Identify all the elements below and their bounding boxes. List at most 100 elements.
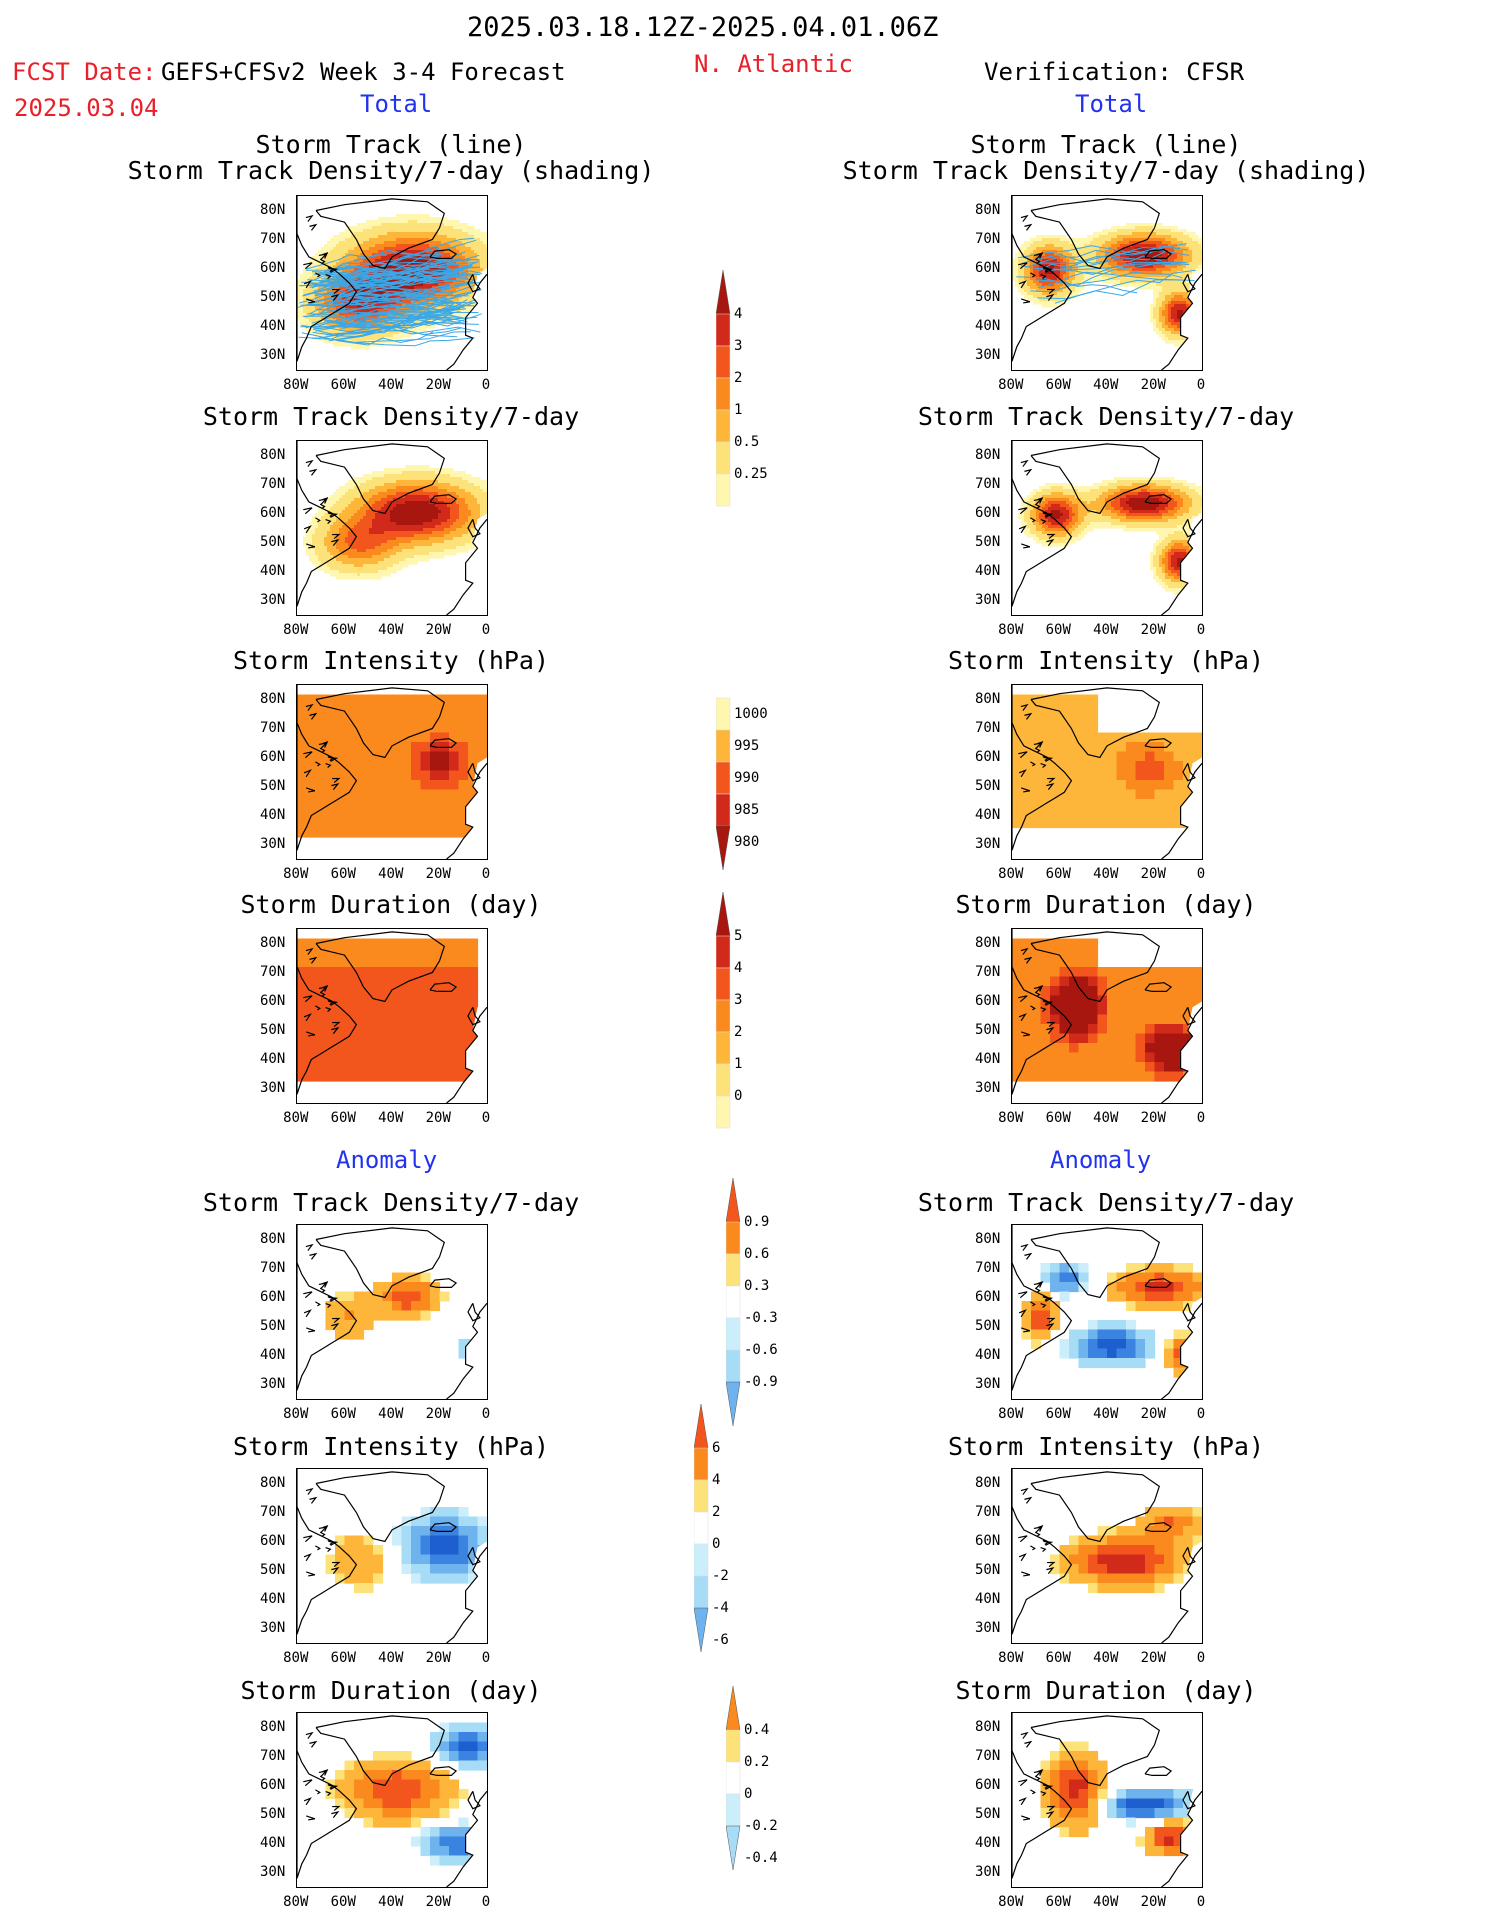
lon-tick-label: 80W [283, 866, 309, 882]
lon-tick-label: 40W [378, 866, 404, 882]
colorbar-tick-label: 0.2 [744, 1754, 770, 1770]
lat-tick-label: 80N [975, 1474, 1001, 1491]
model-name: GEFS+CFSv2 Week 3-4 Forecast [161, 58, 566, 86]
lat-tick-label: 80N [975, 690, 1001, 707]
lat-tick-label: 80N [975, 1230, 1001, 1247]
map-frame [296, 1224, 488, 1400]
colorbar-tick-label: 0.3 [744, 1278, 770, 1294]
lat-tick-label: 50N [975, 1317, 1001, 1334]
lon-tick-label: 20W [425, 1110, 451, 1126]
colorbar-tick-label: 0.4 [744, 1722, 770, 1738]
lon-tick-label: 60W [1045, 377, 1071, 393]
lon-tick-label: 40W [378, 377, 404, 393]
lat-tick-label: 30N [260, 1079, 286, 1096]
lat-tick-label: 80N [975, 446, 1001, 463]
lat-tick-label: 80N [260, 690, 286, 707]
colorbar-tick-label: 4 [734, 960, 743, 976]
lat-tick-label: 70N [260, 1503, 286, 1520]
lon-tick-label: 0 [1196, 1110, 1206, 1126]
colorbar-tick-label: 1 [734, 1056, 743, 1072]
colorbar-tick-label: -0.9 [744, 1374, 778, 1390]
map-field [1012, 1713, 1202, 1887]
lat-tick-label: 30N [975, 1375, 1001, 1392]
storm-track-lines [297, 237, 483, 347]
map-field [297, 685, 487, 859]
map-frame [1011, 195, 1203, 371]
colorbar-tick-label: 0 [744, 1786, 753, 1802]
lon-tick-label: 20W [425, 377, 451, 393]
lat-tick-label: 30N [260, 1863, 286, 1880]
map-field [297, 196, 487, 370]
map-frame [1011, 684, 1203, 860]
lat-tick-label: 40N [260, 1590, 286, 1607]
lat-tick-label: 40N [975, 1590, 1001, 1607]
lon-tick-label: 40W [1093, 866, 1119, 882]
anomaly-label-right: Anomaly [1050, 1146, 1152, 1174]
map-frame [296, 440, 488, 616]
lon-tick-label: 0 [1196, 622, 1206, 638]
map-anom-density-verification: 80N 70N 60N 50N 40N 30N 80W 60W 40W 20W 0 [961, 1224, 1205, 1424]
title-duration-right: Storm Duration (day) [955, 890, 1257, 919]
lon-tick-label: 40W [1093, 1110, 1119, 1126]
colorbar-tick-label: 0.5 [734, 434, 760, 450]
lon-tick-label: 60W [330, 377, 356, 393]
lat-tick-label: 50N [975, 1021, 1001, 1038]
lon-tick-label: 0 [1196, 377, 1206, 393]
lat-tick-label: 40N [260, 1346, 286, 1363]
map-density-forecast: 80N 70N 60N 50N 40N 30N 80W 60W 40W 20W 0 [246, 440, 490, 640]
lat-tick-label: 40N [975, 1346, 1001, 1363]
lon-tick-label: 20W [1140, 1894, 1166, 1910]
lat-tick-label: 70N [975, 963, 1001, 980]
colorbar-tick-label: 3 [734, 338, 743, 354]
lon-tick-label: 20W [425, 622, 451, 638]
lon-tick-label: 80W [283, 1406, 309, 1422]
lon-tick-label: 0 [481, 866, 491, 882]
map-anom-intensity-forecast: 80N 70N 60N 50N 40N 30N 80W 60W 40W 20W 0 [246, 1468, 490, 1668]
lat-tick-label: 80N [975, 1718, 1001, 1735]
lon-tick-label: 20W [1140, 377, 1166, 393]
lat-tick-label: 70N [260, 1747, 286, 1764]
title-anom-duration-left: Storm Duration (day) [240, 1676, 542, 1705]
title-anom-duration-right: Storm Duration (day) [955, 1676, 1257, 1705]
colorbar-anom-density: 0.9 0.6 0.3 -0.3 -0.6 -0.9 [725, 1170, 796, 1438]
lon-tick-label: 20W [1140, 1406, 1166, 1422]
lat-tick-label: 50N [260, 1317, 286, 1334]
title-anom-intensity-right: Storm Intensity (hPa) [947, 1432, 1265, 1461]
lat-tick-label: 80N [975, 934, 1001, 951]
colorbar-graphic [715, 697, 731, 871]
map-field [297, 1469, 487, 1643]
map-frame [296, 928, 488, 1104]
lon-tick-label: 40W [378, 1894, 404, 1910]
lon-tick-label: 80W [283, 622, 309, 638]
lat-tick-label: 50N [260, 777, 286, 794]
map-duration-forecast: 80N 70N 60N 50N 40N 30N 80W 60W 40W 20W 0 [246, 928, 490, 1128]
lat-tick-label: 60N [260, 259, 286, 276]
period-title: 2025.03.18.12Z-2025.04.01.06Z [467, 12, 939, 43]
map-track-verification: 80N 70N 60N 50N 40N 30N 80W 60W 40W 20W 0 [961, 195, 1205, 395]
colorbar-tick-label: 4 [712, 1472, 721, 1488]
colorbar-tick-label: 0.9 [744, 1214, 770, 1230]
lat-tick-label: 30N [260, 1375, 286, 1392]
lat-tick-label: 70N [975, 1259, 1001, 1276]
fcst-date-value: 2025.03.04 [14, 94, 159, 122]
lat-tick-label: 70N [260, 230, 286, 247]
lat-tick-label: 30N [260, 346, 286, 363]
lon-tick-label: 40W [378, 1110, 404, 1126]
map-track-forecast: 80N 70N 60N 50N 40N 30N 80W 60W 40W 20W 0 [246, 195, 490, 395]
lat-tick-label: 30N [975, 1863, 1001, 1880]
lat-tick-label: 30N [975, 591, 1001, 608]
map-intensity-verification: 80N 70N 60N 50N 40N 30N 80W 60W 40W 20W 0 [961, 684, 1205, 884]
lon-tick-label: 60W [330, 622, 356, 638]
colorbar-tick-label: 2 [712, 1504, 721, 1520]
lon-tick-label: 60W [1045, 1110, 1071, 1126]
colorbar-tick-label: 985 [734, 802, 760, 818]
lon-tick-label: 20W [1140, 1650, 1166, 1666]
lon-tick-label: 80W [283, 1894, 309, 1910]
lat-tick-label: 60N [975, 259, 1001, 276]
lon-tick-label: 0 [481, 622, 491, 638]
lat-tick-label: 60N [260, 748, 286, 765]
map-field [1012, 685, 1202, 859]
map-field [297, 929, 487, 1103]
lon-tick-label: 0 [481, 1406, 491, 1422]
map-density-verification: 80N 70N 60N 50N 40N 30N 80W 60W 40W 20W 0 [961, 440, 1205, 640]
